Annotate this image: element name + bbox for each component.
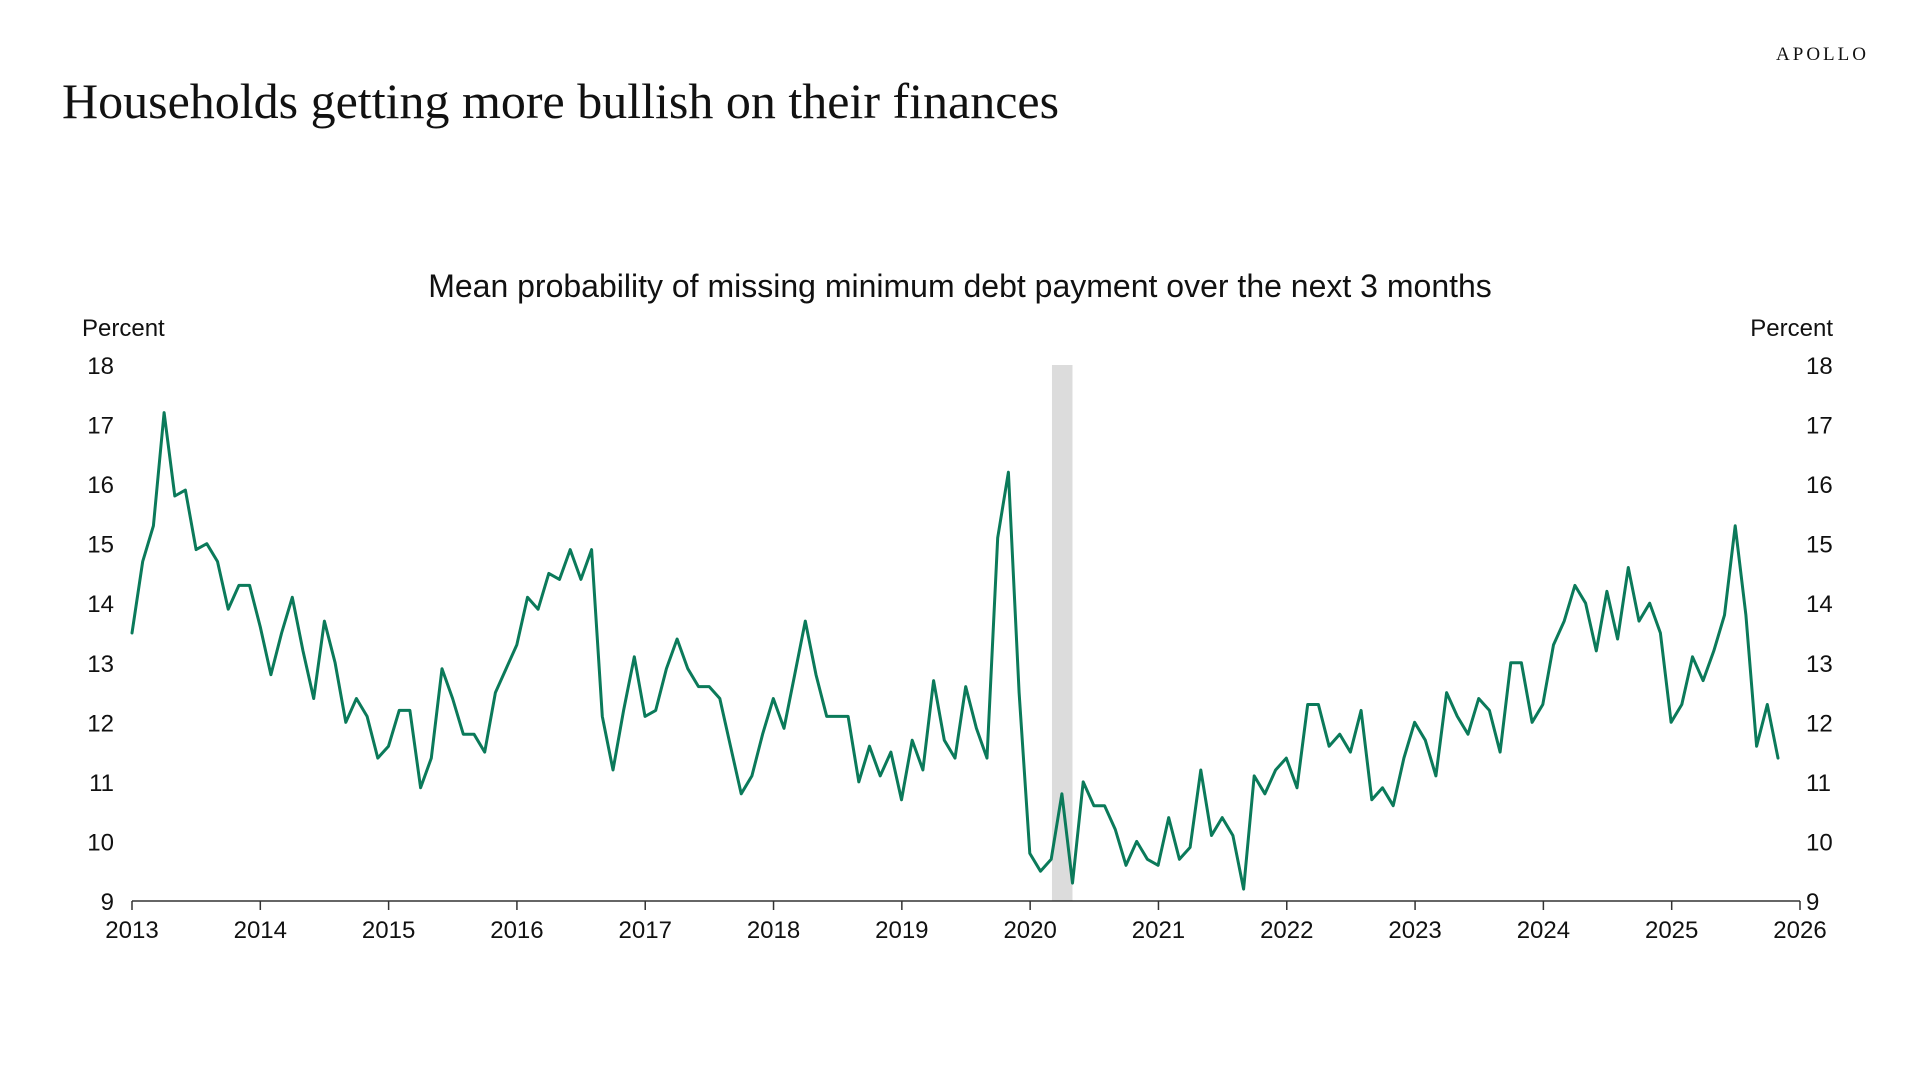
y-axis-label-left: Percent [82,315,165,342]
y-tick-label-left: 13 [87,651,114,678]
chart-title: Mean probability of missing minimum debt… [428,268,1492,304]
x-tick-label: 2021 [1132,917,1185,944]
x-tick-label: 2016 [490,917,543,944]
x-tick-label: 2020 [1003,917,1056,944]
y-tick-label-right: 16 [1806,472,1833,499]
y-tick-label-right: 12 [1806,710,1833,737]
x-axis: 2013 2014 2015 2016 2017 2018 2019 2020 2021 2022… [105,900,1827,944]
y-axis-left: 9 10 11 12 13 14 15 16 17 18 [87,353,114,916]
recession-band [1051,365,1073,901]
x-tick-label: 2025 [1645,917,1698,944]
y-tick-label-left: 11 [89,770,114,797]
x-tick-label: 2022 [1260,917,1313,944]
x-tick-label: 2018 [747,917,800,944]
y-tick-label-left: 15 [87,532,114,559]
y-tick-label-left: 17 [87,413,114,440]
x-tick-label: 2024 [1517,917,1570,944]
y-tick-label-left: 14 [87,591,114,618]
recession-layer [1051,365,1073,901]
y-tick-label-left: 16 [87,472,114,499]
y-tick-label-right: 10 [1806,829,1833,856]
y-tick-label-right: 11 [1806,770,1831,797]
y-tick-label-left: 18 [87,353,114,380]
y-tick-label-right: 13 [1806,651,1833,678]
page-title: Households getting more bullish on their… [62,73,1060,129]
y-tick-label-right: 15 [1806,532,1833,559]
y-tick-label-right: 18 [1806,353,1833,380]
x-tick-label: 2026 [1773,917,1826,944]
y-tick-label-left: 10 [87,829,114,856]
x-tick-label: 2017 [619,917,672,944]
y-tick-label-left: 12 [87,710,114,737]
y-tick-label-right: 14 [1806,591,1833,618]
x-tick-label: 2015 [362,917,415,944]
y-tick-label-left: 9 [101,889,114,916]
x-tick-label: 2019 [875,917,928,944]
x-tick-label: 2013 [105,917,158,944]
brand-logo: APOLLO [1776,44,1869,65]
x-tick-label: 2023 [1388,917,1441,944]
y-axis-label-right: Percent [1750,315,1833,342]
series-layer [130,411,1780,891]
y-tick-label-right: 17 [1806,413,1833,440]
series-line [130,411,1780,891]
y-tick-label-right: 9 [1806,889,1819,916]
x-tick-label: 2014 [234,917,287,944]
y-axis-right: 9 10 11 12 13 14 15 16 17 18 [1806,353,1833,916]
